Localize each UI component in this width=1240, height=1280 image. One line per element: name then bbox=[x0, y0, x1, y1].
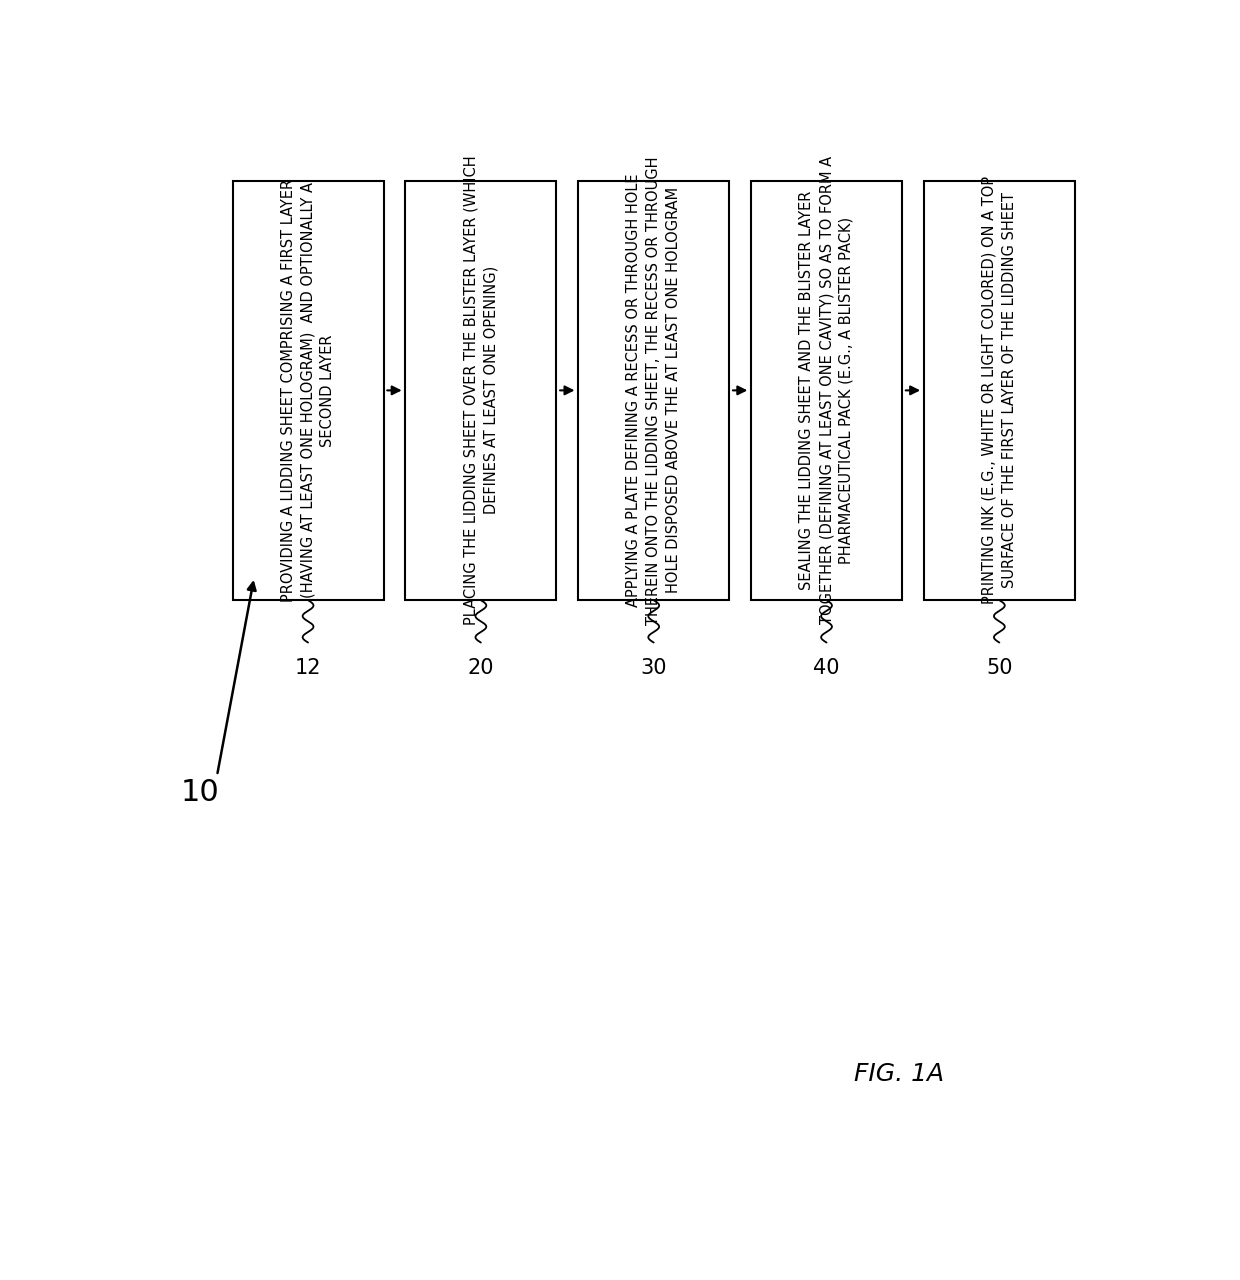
Text: 30: 30 bbox=[641, 658, 667, 678]
Text: PLACING THE LIDDING SHEET OVER THE BLISTER LAYER (WHICH
DEFINES AT LEAST ONE OPE: PLACING THE LIDDING SHEET OVER THE BLIST… bbox=[464, 156, 498, 625]
Text: 20: 20 bbox=[467, 658, 494, 678]
Bar bbox=[233, 180, 383, 600]
Text: 50: 50 bbox=[986, 658, 1013, 678]
Bar bbox=[405, 180, 557, 600]
Bar bbox=[578, 180, 729, 600]
Bar bbox=[751, 180, 903, 600]
Text: FIG. 1A: FIG. 1A bbox=[854, 1061, 944, 1085]
Text: APPLYING A PLATE DEFINING A RECESS OR THROUGH HOLE
THEREIN ONTO THE LIDDING SHEE: APPLYING A PLATE DEFINING A RECESS OR TH… bbox=[626, 156, 681, 625]
Text: 40: 40 bbox=[813, 658, 839, 678]
Text: PROVIDING A LIDDING SHEET COMPRISING A FIRST LAYER
(HAVING AT LEAST ONE HOLOGRAM: PROVIDING A LIDDING SHEET COMPRISING A F… bbox=[280, 179, 335, 602]
Text: 10: 10 bbox=[181, 778, 219, 808]
Text: SEALING THE LIDDING SHEET AND THE BLISTER LAYER
TOGETHER (DEFINING AT LEAST ONE : SEALING THE LIDDING SHEET AND THE BLISTE… bbox=[800, 156, 854, 625]
Bar bbox=[924, 180, 1075, 600]
Text: 12: 12 bbox=[295, 658, 321, 678]
Text: PRINTING INK (E.G., WHITE OR LIGHT COLORED) ON A TOP
SURFACE OF THE FIRST LAYER : PRINTING INK (E.G., WHITE OR LIGHT COLOR… bbox=[982, 177, 1017, 604]
